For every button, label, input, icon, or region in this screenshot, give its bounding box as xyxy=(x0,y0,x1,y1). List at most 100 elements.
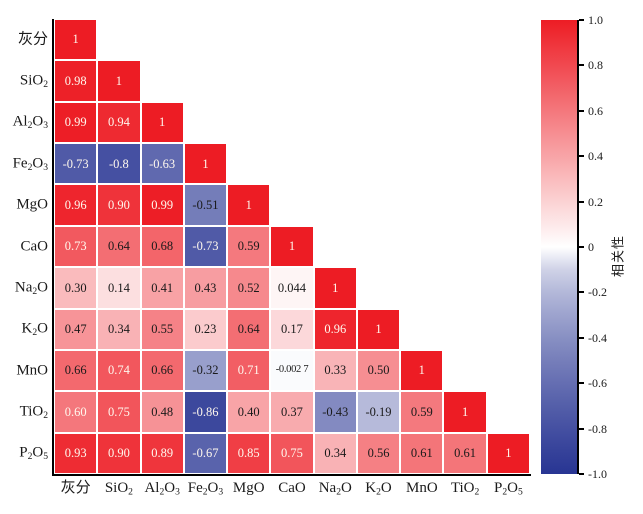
column-label: Na2O xyxy=(318,480,352,498)
colorbar-tick-label: -0.8 xyxy=(588,421,607,436)
colorbar-tick-label: -0.4 xyxy=(588,330,607,345)
heatmap-cell: 0.61 xyxy=(400,432,444,474)
column-label: K2O xyxy=(365,480,392,498)
heatmap-cell: 1 xyxy=(486,432,530,474)
cell-value: 0.34 xyxy=(107,321,130,336)
row-label: K2O xyxy=(21,320,48,339)
cell-value: -0.43 xyxy=(322,404,349,419)
cell-value: -0.73 xyxy=(62,156,89,171)
row-label: 灰分 xyxy=(17,31,48,48)
heatmap-cell: 0.75 xyxy=(270,432,314,474)
heatmap-cell: 0.34 xyxy=(97,308,141,350)
heatmap-cell: 0.37 xyxy=(270,391,314,433)
colorbar-tick xyxy=(579,336,584,339)
heatmap-cell: 0.48 xyxy=(140,391,184,433)
heatmap-cell: -0.67 xyxy=(183,432,228,474)
heatmap-cell: -0.002 7 xyxy=(270,349,314,392)
colorbar-tick xyxy=(579,246,584,248)
heatmap-cell: 0.23 xyxy=(183,308,228,350)
colorbar-tick-label: -1.0 xyxy=(588,467,607,481)
row-label: SiO2 xyxy=(19,72,48,91)
cell-value: 0.96 xyxy=(324,321,347,336)
row-label: Na2O xyxy=(14,279,48,298)
cell-value: 0.98 xyxy=(64,73,87,88)
colorbar-tick-label: -0.6 xyxy=(588,376,607,391)
cell-value: 0.59 xyxy=(237,239,260,254)
colorbar-tick-label: 1.0 xyxy=(588,13,603,27)
cell-value: 1 xyxy=(505,446,512,461)
cell-value: 0.23 xyxy=(194,321,217,336)
cell-value: 0.17 xyxy=(281,321,303,336)
cell-value: 0.044 xyxy=(277,280,307,295)
colorbar-tick xyxy=(579,155,584,158)
heatmap-cell: 0.99 xyxy=(140,184,184,226)
row-label: MnO xyxy=(16,362,48,379)
heatmap-cell: -0.19 xyxy=(356,391,401,433)
heatmap-cell: 0.66 xyxy=(54,349,98,392)
cell-value: 0.64 xyxy=(107,239,130,254)
heatmap-cell: 0.96 xyxy=(313,308,357,350)
cell-value: 0.55 xyxy=(151,321,174,336)
cell-value: 0.41 xyxy=(151,280,174,295)
cell-value: 0.14 xyxy=(107,280,130,295)
heatmap-cell: 1 xyxy=(54,19,98,61)
colorbar-tick xyxy=(579,19,584,21)
heatmap-cell: -0.73 xyxy=(54,143,98,185)
row-label: Al2O3 xyxy=(12,113,48,132)
colorbar-tick-label: 0.4 xyxy=(588,149,603,164)
heatmap-cell: 0.98 xyxy=(54,60,98,102)
cell-value: 0.37 xyxy=(281,404,303,419)
cell-value: -0.63 xyxy=(149,156,176,171)
heatmap-cell: 0.17 xyxy=(270,308,314,350)
cell-value: 0.59 xyxy=(410,404,433,419)
cell-value: 0.33 xyxy=(324,363,347,378)
heatmap-cell: 0.99 xyxy=(54,101,98,144)
cell-value: -0.73 xyxy=(192,239,219,254)
heatmap-cell: 0.59 xyxy=(227,225,271,268)
cell-value: -0.86 xyxy=(192,404,219,419)
cell-value: 1 xyxy=(288,239,296,254)
cell-value: 0.74 xyxy=(107,363,130,378)
heatmap-cell: 1 xyxy=(400,349,444,392)
colorbar-tick-label: 0.2 xyxy=(588,194,603,209)
heatmap-cell: 1 xyxy=(227,184,271,226)
cell-value: 0.99 xyxy=(64,115,87,130)
column-label: Fe2O3 xyxy=(187,480,224,498)
heatmap-cell: -0.8 xyxy=(97,143,141,185)
heatmap-cell: 0.96 xyxy=(54,184,98,226)
row-label: CaO xyxy=(20,238,49,254)
cell-value: 0.61 xyxy=(410,446,433,461)
cell-value: 1 xyxy=(332,280,339,295)
heatmap-cell: 1 xyxy=(356,308,401,350)
heatmap-cell: 0.75 xyxy=(97,391,141,433)
heatmap-cell: 0.68 xyxy=(140,225,184,268)
cell-value: 0.47 xyxy=(64,321,87,336)
heatmap-cell: 0.55 xyxy=(140,308,184,350)
cell-value: -0.32 xyxy=(192,363,219,378)
cell-value: 0.75 xyxy=(107,404,130,419)
cell-value: 1 xyxy=(461,404,469,419)
colorbar-tick xyxy=(579,200,584,203)
x-axis-line xyxy=(52,474,531,476)
cell-value: 0.40 xyxy=(237,404,260,419)
cell-value: -0.51 xyxy=(192,197,219,212)
cell-value: 0.66 xyxy=(151,363,174,378)
heatmap-cell: 0.66 xyxy=(140,349,184,392)
cell-value: 0.43 xyxy=(194,280,217,295)
colorbar-tick-label: 0.8 xyxy=(588,58,603,73)
colorbar-tick-label: 0.6 xyxy=(588,103,603,118)
cell-value: 1 xyxy=(245,197,252,212)
colorbar-tick xyxy=(579,473,584,475)
heatmap-cell: 0.56 xyxy=(356,432,401,474)
heatmap-cell: 0.60 xyxy=(54,391,98,433)
colorbar-tick xyxy=(579,382,584,385)
cell-value: 0.73 xyxy=(64,239,87,254)
cell-value: 0.68 xyxy=(151,239,174,254)
cell-value: 0.61 xyxy=(454,446,477,461)
cell-value: 0.66 xyxy=(64,363,87,378)
heatmap-cell: 0.044 xyxy=(270,267,314,309)
heatmap-cell: 0.64 xyxy=(227,308,271,350)
heatmap-cell: -0.51 xyxy=(183,184,228,226)
heatmap-cell: 1 xyxy=(313,267,357,309)
